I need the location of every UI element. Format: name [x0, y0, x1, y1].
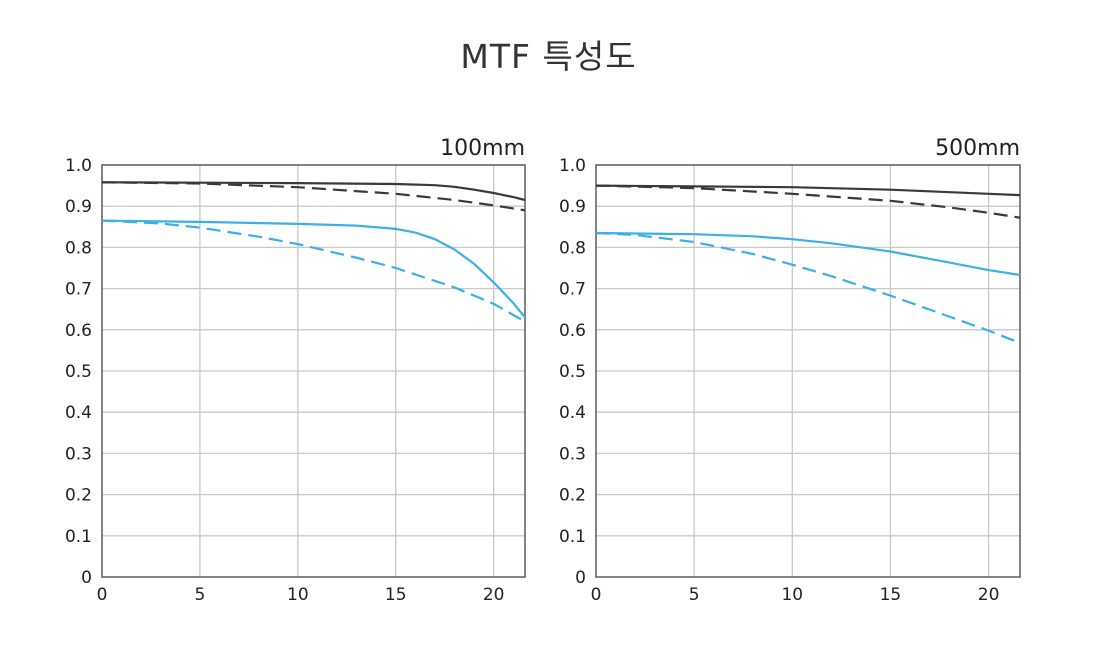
y-tick-label: 0.2	[65, 486, 92, 506]
y-tick-label: 0.6	[65, 321, 92, 341]
y-tick-label: 0.3	[65, 444, 92, 464]
y-tick-label: 0.2	[559, 486, 586, 506]
x-tick-label: 10	[781, 585, 803, 605]
y-tick-label: 0.9	[65, 197, 92, 217]
series-blue-dashed	[595, 231, 1021, 345]
y-tick-label: 0.3	[559, 444, 586, 464]
series-black-solid	[101, 181, 526, 202]
x-tick-label: 5	[195, 585, 206, 605]
y-tick-label: 0.5	[65, 362, 92, 382]
x-tick-label: 20	[978, 585, 1000, 605]
series-black-dashed	[101, 181, 526, 212]
y-tick-label: 0.4	[559, 403, 586, 423]
series-black-dashed	[595, 184, 1021, 219]
series-blue-solid	[101, 219, 526, 319]
y-tick-label: 0.7	[559, 280, 586, 300]
series-blue-dashed	[101, 219, 526, 323]
y-tick-label: 0.1	[559, 527, 586, 547]
y-tick-label: 1.0	[559, 156, 586, 176]
x-tick-label: 0	[591, 585, 602, 605]
mtf-chart-500mm: 1.0 0.9 0.8 0.7 0.6 0.5 0.4 0.3 0.2 0.1 00 5 10 15 20 5…	[559, 136, 1021, 605]
y-tick-label: 1.0	[65, 156, 92, 176]
y-tick-label: 0	[81, 568, 92, 588]
y-tick-label: 0.1	[65, 527, 92, 547]
y-tick-label: 0.9	[559, 197, 586, 217]
y-tick-label: 0.6	[559, 321, 586, 341]
x-tick-label: 10	[287, 585, 309, 605]
plot-frame	[595, 164, 1021, 578]
page-title: MTF 특성도	[460, 37, 637, 76]
x-tick-label: 15	[385, 585, 407, 605]
x-tick-label: 15	[880, 585, 902, 605]
x-tick-label: 20	[483, 585, 505, 605]
y-tick-label: 0.7	[65, 280, 92, 300]
x-tick-label: 0	[97, 585, 108, 605]
y-tick-label: 0.8	[65, 238, 92, 258]
y-tick-label: 0.5	[559, 362, 586, 382]
x-tick-label: 5	[689, 585, 700, 605]
chart-title: 100mm	[440, 136, 525, 161]
series-blue-solid	[595, 231, 1021, 277]
y-tick-label: 0.8	[559, 238, 586, 258]
y-tick-label: 0.4	[65, 403, 92, 423]
chart-title: 500mm	[935, 136, 1020, 161]
plot-frame	[101, 164, 526, 578]
mtf-chart-100mm: 1.0 0.9 0.8 0.7 0.6 0.5 0.4 0.3 0.2 0.1 00 5 10 15 20 1…	[65, 136, 526, 605]
y-tick-label: 0	[575, 568, 586, 588]
series-black-solid	[595, 184, 1021, 197]
